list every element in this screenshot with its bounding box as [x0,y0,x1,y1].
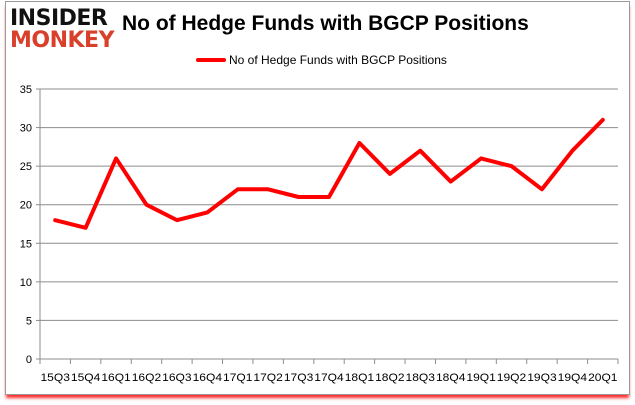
x-tick-label: 16Q2 [132,372,161,384]
y-tick-label: 15 [20,238,32,250]
x-tick-label: 19Q1 [466,372,495,384]
x-tick-label: 16Q3 [162,372,191,384]
x-tick-label: 17Q1 [223,372,252,384]
y-tick-label: 5 [26,315,32,327]
x-tick-label: 20Q1 [588,372,617,384]
x-tick-label: 17Q4 [314,372,343,384]
logo-line2: MONKEY [10,28,115,53]
y-tick-label: 10 [20,277,32,289]
y-tick-label: 30 [20,123,32,135]
chart-title: No of Hedge Funds with BGCP Positions [122,12,529,35]
x-tick-label: 18Q1 [345,372,374,384]
legend: No of Hedge Funds with BGCP Positions [196,53,447,67]
x-tick-label: 19Q3 [527,372,556,384]
y-tick-label: 20 [20,200,32,212]
legend-swatch [196,58,226,62]
series-line [53,117,605,230]
insider-monkey-logo: INSIDER MONKEY [10,6,118,53]
x-tick-label: 16Q1 [101,372,130,384]
x-tick-label: 15Q4 [71,372,100,384]
x-tick-label: 17Q3 [284,372,313,384]
logo-line1: INSIDER [10,6,108,31]
x-tick-label: 19Q2 [497,372,526,384]
x-tick-label: 18Q3 [406,372,435,384]
y-tick-label: 35 [20,84,32,96]
x-tick-label: 17Q2 [253,372,282,384]
x-tick-label: 15Q3 [41,372,70,384]
y-tick-label: 25 [20,161,32,173]
y-tick-label: 0 [26,354,32,366]
x-tick-label: 18Q2 [375,372,404,384]
x-tick-label: 18Q4 [436,372,465,384]
x-tick-label: 19Q4 [558,372,587,384]
x-tick-label: 16Q4 [193,372,222,384]
legend-label: No of Hedge Funds with BGCP Positions [229,53,447,67]
